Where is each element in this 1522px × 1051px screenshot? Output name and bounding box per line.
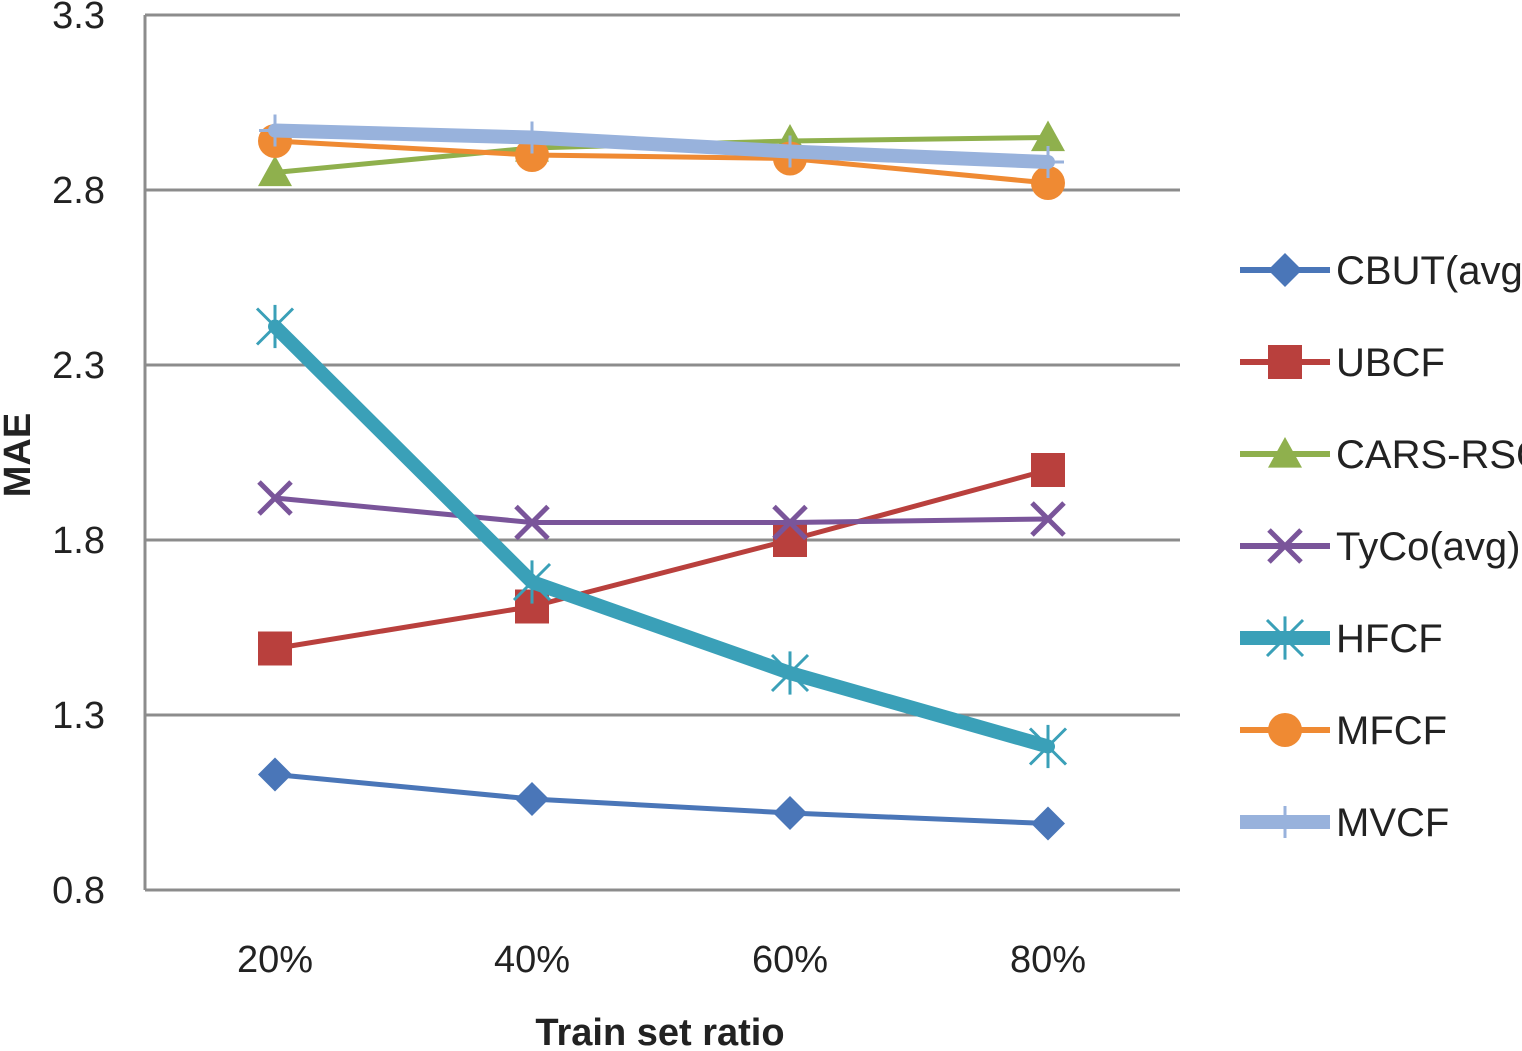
data-point <box>1268 713 1302 747</box>
y-tick-label: 1.8 <box>52 520 105 562</box>
data-point <box>258 631 292 666</box>
legend-item: MVCF <box>1240 801 1449 845</box>
series-line <box>268 319 1055 754</box>
series-tyco-avg- <box>257 480 1066 541</box>
y-axis-title: MAE <box>0 413 39 497</box>
y-tick-label: 0.8 <box>52 870 105 912</box>
legend-item: UBCF <box>1240 341 1445 385</box>
x-tick-label: 60% <box>752 939 828 981</box>
y-tick-label: 2.8 <box>52 170 105 212</box>
data-point <box>257 480 293 516</box>
legend-item: HFCF <box>1240 616 1443 661</box>
series-cbut-avg- <box>258 757 1065 841</box>
legend-label: MVCF <box>1336 801 1449 845</box>
x-axis-title: Train set ratio <box>535 1012 784 1051</box>
data-point <box>1031 166 1065 200</box>
data-point <box>1031 120 1065 152</box>
data-point <box>1268 437 1302 468</box>
data-point <box>258 757 292 792</box>
series-line <box>268 123 1055 169</box>
data-point <box>770 651 810 695</box>
legend-label: MFCF <box>1336 709 1447 753</box>
data-point <box>259 114 291 147</box>
data-point <box>773 796 807 830</box>
series-line <box>272 772 1051 826</box>
series-line <box>272 138 1051 186</box>
series-line <box>272 467 1051 651</box>
y-tick-label: 2.3 <box>52 345 105 387</box>
x-tick-label: 40% <box>494 939 570 981</box>
legend-label: CARS-RSCF <box>1336 433 1522 477</box>
data-point <box>773 523 807 557</box>
data-point <box>772 504 808 541</box>
data-point <box>258 155 292 187</box>
data-point <box>255 304 295 349</box>
data-point <box>515 782 549 816</box>
legend-label: UBCF <box>1336 341 1445 385</box>
y-tick-label: 1.3 <box>52 695 105 737</box>
series-mvcf <box>259 114 1064 178</box>
data-point <box>1268 253 1302 287</box>
legend-item: CBUT(avg) <box>1240 249 1522 293</box>
series-line <box>272 495 1051 525</box>
data-point <box>1269 806 1301 838</box>
data-point <box>1267 528 1303 564</box>
data-point <box>1268 345 1302 379</box>
legend-label: HFCF <box>1336 617 1443 661</box>
data-point <box>1031 806 1065 841</box>
legend-item: MFCF <box>1240 709 1447 753</box>
legend-label: CBUT(avg) <box>1336 249 1522 293</box>
data-point <box>1031 453 1065 487</box>
legend-item: CARS-RSCF <box>1240 433 1522 477</box>
y-tick-label: 3.3 <box>52 0 105 37</box>
data-point <box>1032 146 1064 178</box>
legend-item: TyCo(avg) <box>1240 525 1521 569</box>
data-point <box>1028 724 1068 769</box>
series-hfcf <box>255 304 1068 769</box>
legend-label: TyCo(avg) <box>1336 525 1521 569</box>
x-tick-label: 80% <box>1010 939 1086 981</box>
data-point <box>774 135 806 168</box>
data-point <box>514 504 550 541</box>
data-point <box>1265 616 1305 660</box>
data-point <box>1030 501 1066 537</box>
x-tick-label: 20% <box>237 939 313 981</box>
data-point <box>515 138 549 172</box>
data-point <box>512 560 552 604</box>
data-point <box>516 121 548 154</box>
